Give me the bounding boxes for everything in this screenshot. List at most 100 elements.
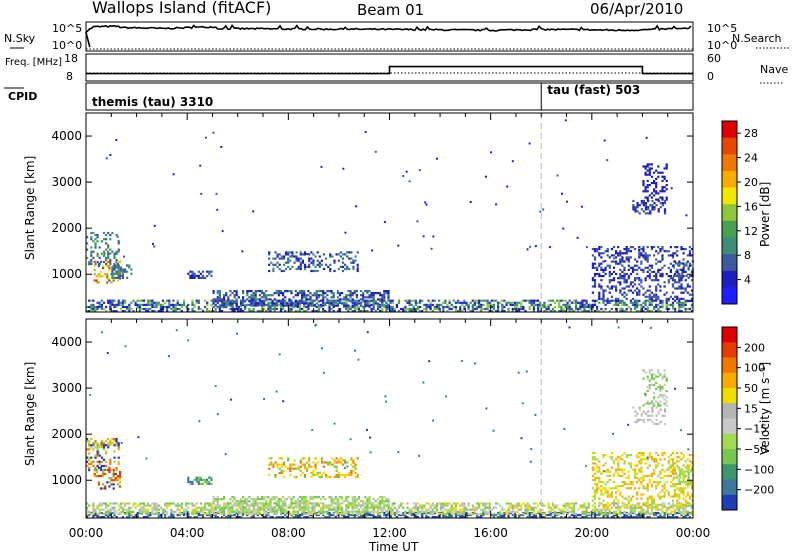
- heatmap-cell: [102, 260, 106, 264]
- heatmap-cell: [644, 190, 647, 193]
- heatmap-cell: [558, 508, 561, 511]
- heatmap-cell: [524, 310, 527, 313]
- heatmap-cell: [260, 290, 264, 293]
- heatmap-cell: [309, 298, 312, 301]
- heatmap-cell: [648, 285, 651, 288]
- heatmap-cell: [128, 310, 131, 313]
- heatmap-cell: [686, 513, 689, 517]
- heatmap-cell: [112, 483, 115, 486]
- heatmap-cell: [90, 263, 93, 266]
- heatmap-cell: [541, 504, 544, 507]
- heatmap-cell: [183, 299, 186, 302]
- heatmap-cell: [600, 262, 603, 265]
- heatmap-cell: [678, 285, 681, 288]
- heatmap-cell: [585, 506, 588, 509]
- heatmap-cell: [688, 516, 691, 519]
- heatmap-cell: [248, 504, 251, 507]
- heatmap-cell: [507, 502, 510, 505]
- heatmap-cell: [98, 516, 101, 519]
- heatmap-cell: [115, 234, 118, 237]
- heatmap-cell: [648, 277, 651, 280]
- heatmap-cell: [387, 502, 390, 505]
- heatmap-cell: [274, 263, 277, 266]
- heatmap-cell: [339, 473, 342, 477]
- heatmap-cell: [674, 508, 677, 511]
- heatmap-cell: [414, 299, 417, 302]
- heatmap-cell: [246, 294, 249, 297]
- heatmap-cell: [608, 266, 611, 269]
- heatmap-cell: [145, 504, 148, 507]
- heatmap-cell: [214, 500, 217, 503]
- heatmap-cell: [151, 303, 154, 306]
- heatmap-cell: [278, 253, 281, 256]
- heatmap-cell: [254, 502, 257, 505]
- heatmap-cell: [303, 473, 307, 477]
- heatmap-cell: [212, 496, 215, 499]
- heatmap-cell: [242, 508, 245, 511]
- heatmap-cell: [646, 186, 649, 189]
- heatmap-cell: [648, 293, 651, 296]
- heatmap-cell: [268, 473, 271, 477]
- heatmap-cell: [684, 287, 687, 290]
- heatmap-cell: [88, 510, 91, 513]
- heatmap-cell: [438, 516, 441, 519]
- heatmap-cell: [387, 511, 390, 515]
- heatmap-cell: [604, 503, 607, 506]
- heatmap-cell: [270, 461, 273, 464]
- heatmap-cell: [341, 265, 345, 268]
- heatmap-cell: [199, 513, 202, 517]
- heatmap-cell: [96, 464, 99, 468]
- heatmap-cell: [650, 291, 653, 294]
- heatmap-cell: [360, 310, 363, 313]
- heatmap-cell: [575, 516, 578, 519]
- heatmap-cell: [591, 468, 594, 471]
- heatmap-cell: [360, 294, 363, 297]
- heatmap-cell: [524, 504, 527, 507]
- heatmap-cell: [634, 206, 637, 209]
- heatmap-cell: [105, 504, 108, 507]
- heatmap-cell: [344, 231, 347, 234]
- heatmap-cell: [400, 512, 403, 515]
- heatmap-cell: [663, 285, 666, 288]
- heatmap-cell: [492, 516, 495, 519]
- heatmap-cell: [220, 300, 224, 303]
- heatmap-cell: [370, 307, 373, 311]
- heatmap-cell: [362, 510, 365, 513]
- heatmap-cell: [372, 301, 375, 304]
- heatmap-cell: [659, 202, 662, 205]
- heatmap-cell: [492, 299, 495, 302]
- heatmap-cell: [92, 512, 95, 515]
- heatmap-cell: [351, 310, 354, 313]
- heatmap-cell: [687, 276, 690, 279]
- heatmap-cell: [97, 275, 100, 278]
- heatmap-cell: [463, 305, 466, 309]
- heatmap-cell: [117, 299, 120, 302]
- heatmap-cell: [663, 208, 667, 211]
- heatmap-cell: [102, 264, 105, 268]
- heatmap-cell: [391, 512, 394, 515]
- heatmap-cell: [107, 442, 110, 445]
- heatmap-cell: [372, 298, 375, 301]
- heatmap-cell: [471, 303, 474, 306]
- heatmap-cell: [199, 510, 202, 513]
- heatmap-cell: [138, 511, 141, 515]
- heatmap-cell: [374, 506, 377, 509]
- heatmap-cell: [391, 299, 394, 302]
- heatmap-cell: [499, 301, 502, 304]
- heatmap-cell: [648, 301, 651, 304]
- heatmap-cell: [454, 508, 457, 511]
- heatmap-cell: [397, 504, 401, 507]
- heatmap-cell: [303, 294, 306, 297]
- heatmap-cell: [653, 299, 656, 302]
- heatmap-cell: [690, 305, 694, 309]
- heatmap-cell: [153, 224, 156, 227]
- heatmap-cell: [98, 246, 101, 249]
- heatmap-cell: [450, 307, 453, 311]
- heatmap-cell: [551, 512, 554, 515]
- heatmap-cell: [317, 305, 320, 309]
- heatmap-cell: [602, 289, 605, 292]
- heatmap-cell: [665, 404, 668, 407]
- heatmap-cell: [545, 310, 548, 313]
- heatmap-cell: [478, 506, 481, 509]
- heatmap-cell: [218, 294, 221, 297]
